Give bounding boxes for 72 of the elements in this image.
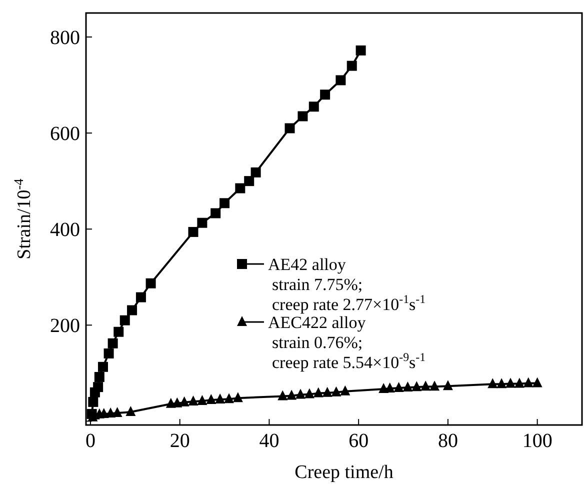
annotation: creep rate 5.54×10$^{-9}$s$^{-1}$ xyxy=(272,350,426,372)
y-tick-label: 600 xyxy=(50,123,80,146)
point xyxy=(532,377,542,388)
point xyxy=(430,380,440,391)
point xyxy=(496,378,507,388)
point xyxy=(442,380,453,390)
x-tick-label: 80 xyxy=(438,430,458,452)
point xyxy=(298,111,308,122)
point xyxy=(114,326,124,337)
point xyxy=(215,394,226,404)
x-tick-label: 60 xyxy=(348,430,369,452)
point xyxy=(308,102,319,112)
point xyxy=(313,387,324,398)
point xyxy=(206,394,216,404)
point xyxy=(88,396,98,407)
point xyxy=(146,278,156,288)
point xyxy=(412,381,422,392)
point xyxy=(488,378,498,388)
x-axis-title: Creep time/h xyxy=(294,462,394,483)
point xyxy=(523,377,534,388)
y-tick-label: 800 xyxy=(50,27,80,50)
point xyxy=(126,406,136,416)
point xyxy=(197,394,208,405)
annotation: strain 0.76%; xyxy=(272,333,363,352)
point xyxy=(232,392,243,402)
point xyxy=(112,406,122,417)
point xyxy=(284,123,295,134)
point xyxy=(120,315,130,326)
point xyxy=(127,305,138,316)
point xyxy=(331,386,342,396)
point xyxy=(336,75,346,86)
point xyxy=(188,395,198,406)
point xyxy=(244,176,254,186)
point xyxy=(108,338,118,348)
point xyxy=(220,198,230,208)
point xyxy=(320,90,330,100)
point xyxy=(98,362,108,372)
point xyxy=(304,388,314,398)
x-tick-label: 40 xyxy=(259,430,280,452)
point xyxy=(346,60,357,71)
point xyxy=(197,218,208,228)
point xyxy=(278,390,288,400)
point xyxy=(93,382,104,392)
point xyxy=(402,382,413,392)
point xyxy=(188,226,198,237)
point xyxy=(235,183,246,194)
x-tick-label: 0 xyxy=(85,430,96,452)
point xyxy=(514,378,524,388)
y-tick-label: 200 xyxy=(50,315,80,338)
annotation: strain 7.75%; xyxy=(272,275,363,294)
point xyxy=(250,167,261,178)
point xyxy=(106,407,116,418)
annotation: creep rate 2.77×10$^{-1}$s$^{-1}$ xyxy=(272,292,426,314)
point xyxy=(295,388,306,399)
point xyxy=(420,380,431,391)
point xyxy=(179,396,190,406)
point xyxy=(322,386,332,397)
x-tick-label: 20 xyxy=(170,430,190,452)
legend-label: AEC422 alloy xyxy=(268,313,366,332)
point xyxy=(224,393,234,404)
point xyxy=(356,45,366,56)
x-tick-label: 100 xyxy=(522,430,552,452)
point xyxy=(136,292,146,302)
point xyxy=(286,390,297,400)
y-tick-label: 400 xyxy=(50,219,80,242)
point xyxy=(394,382,404,392)
point xyxy=(104,348,114,358)
point xyxy=(94,372,104,382)
legend-label: AE42 alloy xyxy=(268,255,346,274)
point xyxy=(506,378,516,388)
point xyxy=(340,385,350,396)
point xyxy=(210,208,221,218)
